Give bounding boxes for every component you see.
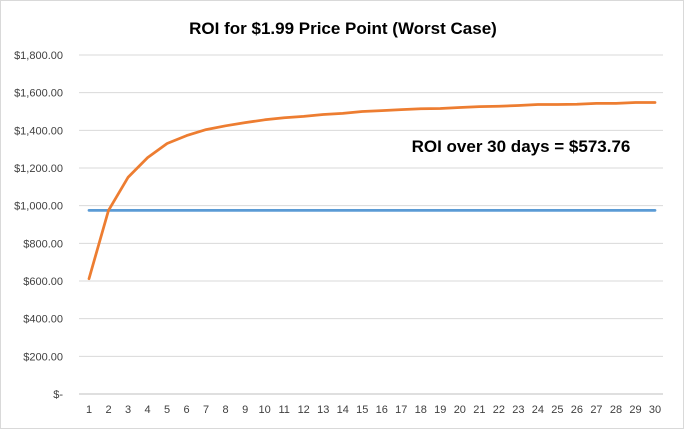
x-tick-label: 30 [649,404,661,416]
roi-annotation: ROI over 30 days = $573.76 [412,137,631,156]
x-tick-label: 14 [337,404,349,416]
x-tick-label: 2 [105,404,111,416]
x-tick-label: 24 [532,404,544,416]
y-tick-label: $400.00 [23,314,63,326]
x-tick-label: 23 [512,404,524,416]
y-tick-label: $1,000.00 [14,201,63,213]
x-tick-label: 28 [610,404,622,416]
y-tick-label: $1,800.00 [14,50,63,62]
x-tick-label: 1 [86,404,92,416]
x-tick-label: 29 [629,404,641,416]
x-tick-label: 27 [590,404,602,416]
x-tick-label: 25 [551,404,563,416]
x-tick-label: 4 [144,404,150,416]
x-tick-label: 12 [298,404,310,416]
x-tick-label: 16 [376,404,388,416]
x-axis-tick-labels: 1 2 3 4 5 6 7 8 9 10 11 12 13 14 15 16 17 18 19 20 21 22 23 24 2… [86,404,661,416]
chart-title: ROI for $1.99 Price Point (Worst Case) [189,19,497,38]
x-tick-label: 26 [571,404,583,416]
y-tick-label: $1,400.00 [14,125,63,137]
y-tick-label: $1,600.00 [14,88,63,100]
series-lines [87,101,657,281]
x-tick-label: 22 [493,404,505,416]
x-tick-label: 15 [356,404,368,416]
x-tick-label: 5 [164,404,170,416]
y-tick-label: $1,200.00 [14,163,63,175]
y-tick-label: $- [53,389,63,401]
x-tick-label: 11 [278,404,289,416]
x-tick-label: 20 [454,404,466,416]
x-tick-label: 19 [434,404,446,416]
x-tick-label: 18 [415,404,427,416]
x-tick-label: 17 [395,404,407,416]
x-tick-label: 10 [259,404,271,416]
x-tick-label: 3 [125,404,131,416]
y-tick-label: $200.00 [23,351,63,363]
y-tick-label: $800.00 [23,238,63,250]
x-tick-label: 7 [203,404,209,416]
series-line-1 [87,101,657,281]
x-tick-label: 6 [184,404,190,416]
x-tick-label: 13 [317,404,329,416]
x-tick-label: 8 [223,404,229,416]
x-tick-label: 9 [242,404,248,416]
y-tick-label: $600.00 [23,276,63,288]
x-tick-label: 21 [473,404,485,416]
y-axis-tick-labels: $- $200.00 $400.00 $600.00 $800.00 $1,000.00 $… [14,50,63,401]
gridlines [79,54,663,357]
